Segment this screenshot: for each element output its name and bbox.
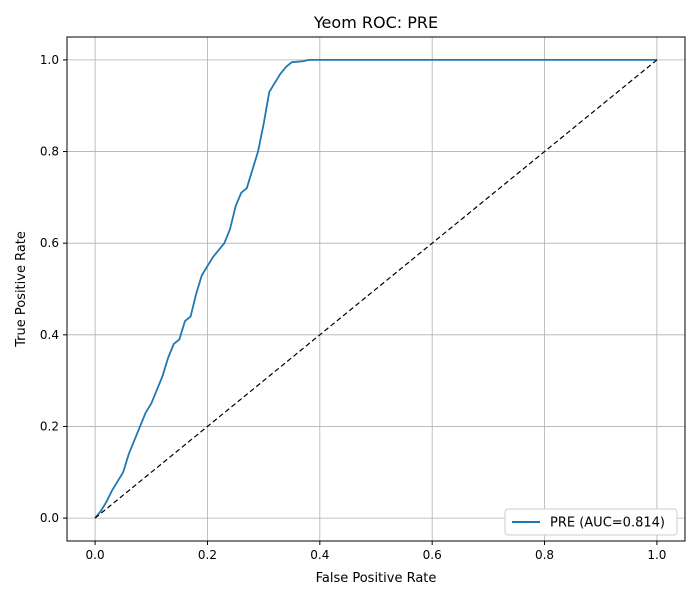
- x-tick-label: 0.0: [86, 548, 105, 562]
- x-tick-label: 1.0: [647, 548, 666, 562]
- x-tick-label: 0.6: [423, 548, 442, 562]
- y-tick-label: 0.2: [40, 419, 59, 433]
- x-tick-label: 0.8: [535, 548, 554, 562]
- y-axis-ticks: 0.0 0.2 0.4 0.6 0.8 1.0: [40, 53, 67, 525]
- legend: PRE (AUC=0.814): [504, 508, 678, 536]
- legend-box: [504, 508, 678, 536]
- roc-curve-line: [94, 59, 657, 519]
- x-axis-ticks: 0.0 0.2 0.4 0.6 0.8 1.0: [86, 541, 666, 562]
- x-tick-label: 0.2: [198, 548, 217, 562]
- y-axis-label: True Positive Rate: [14, 231, 29, 348]
- x-axis-label: False Positive Rate: [316, 571, 437, 586]
- legend-label: PRE (AUC=0.814): [550, 516, 665, 531]
- chart-title: Yeom ROC: PRE: [313, 13, 438, 32]
- x-tick-label: 0.4: [310, 548, 329, 562]
- y-tick-label: 0.6: [40, 236, 59, 250]
- grid: [67, 37, 685, 541]
- y-tick-label: 1.0: [40, 53, 59, 67]
- y-tick-label: 0.4: [40, 328, 59, 342]
- plot-lines: [94, 59, 658, 519]
- y-tick-label: 0.0: [40, 511, 59, 525]
- y-tick-label: 0.8: [40, 145, 59, 159]
- plot-frame: [66, 36, 686, 542]
- diagonal-reference-line: [94, 59, 658, 519]
